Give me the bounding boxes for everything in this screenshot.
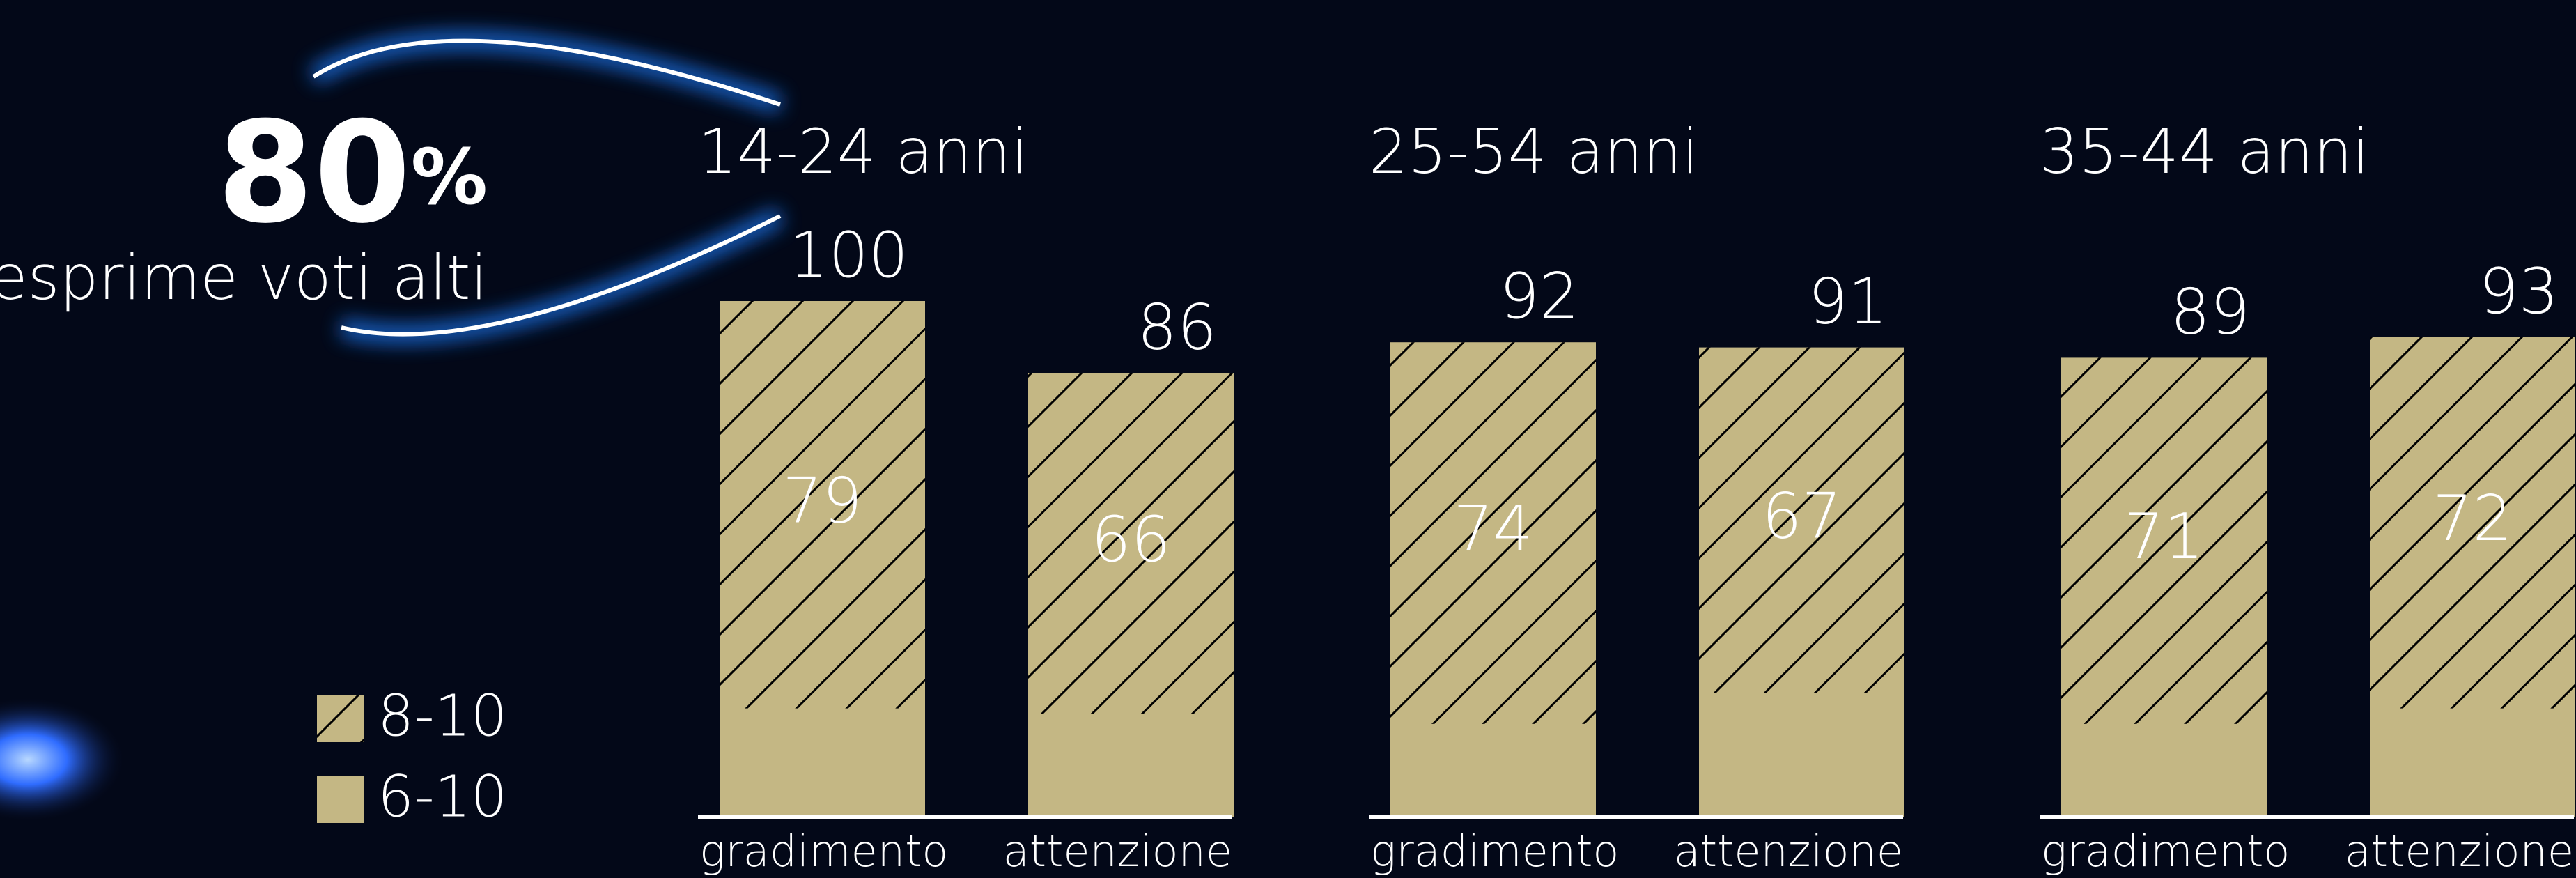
legend-label: 6-10 [378, 764, 507, 831]
bar-hatched-label: 72 [2433, 482, 2513, 555]
category-label: attenzione [2345, 826, 2574, 877]
legend-label: 8-10 [378, 684, 507, 750]
highlight-caption: esprime voti alti [0, 242, 488, 314]
bar-total-label: 91 [1808, 265, 1888, 339]
bar-total-label: 92 [1499, 260, 1579, 333]
bar-total-label: 100 [789, 219, 908, 292]
category-label: gradimento [699, 826, 948, 877]
category-label: gradimento [1370, 826, 1619, 877]
bar-hatched-label: 79 [782, 464, 862, 537]
bar-total-label: 89 [2170, 275, 2250, 348]
bar-total-label: 93 [2478, 255, 2559, 328]
legend-hatch [317, 695, 364, 742]
category-label: attenzione [1674, 826, 1903, 877]
bar-total-label: 86 [1137, 291, 1217, 364]
panel-title: 25-54 anni [1369, 116, 1699, 187]
bar-hatched-label: 74 [1453, 493, 1533, 566]
panel-title: 35-44 anni [2040, 116, 2370, 187]
bar-hatched-label: 71 [2124, 500, 2204, 573]
bar-hatched-label: 66 [1091, 503, 1171, 576]
infographic: 80% esprime voti alti 8-106-10 14-24 ann… [0, 0, 2576, 878]
panel-title: 14-24 anni [698, 116, 1028, 187]
category-label: gradimento [2041, 826, 2290, 877]
bar-hatched-label: 67 [1762, 480, 1842, 553]
legend-swatch [317, 776, 364, 823]
category-label: attenzione [1003, 826, 1232, 877]
